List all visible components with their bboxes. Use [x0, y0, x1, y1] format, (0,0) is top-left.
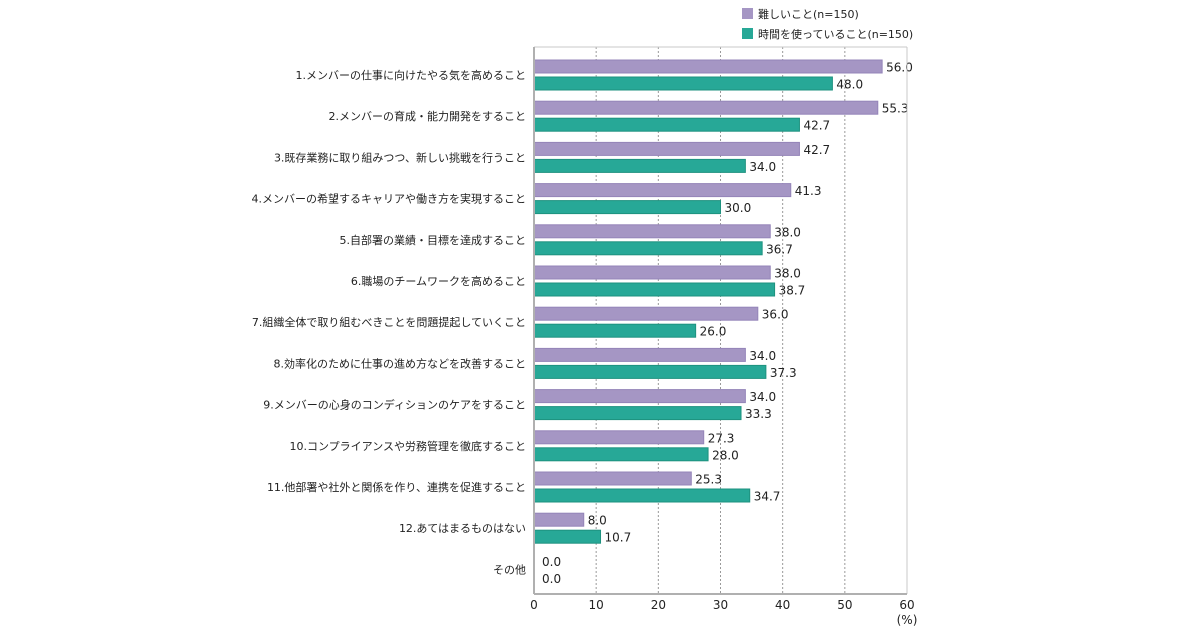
bar-difficult	[533, 389, 746, 404]
value-label: 34.7	[754, 490, 781, 504]
value-label: 34.0	[749, 390, 776, 404]
category-label: 8.効率化のために仕事の進め方などを改善すること	[274, 356, 527, 370]
plot-frame	[533, 46, 908, 595]
bar-difficult	[533, 306, 759, 321]
x-tick-label: 0	[530, 598, 538, 612]
value-label: 38.0	[774, 225, 801, 239]
bar-difficult	[533, 141, 800, 156]
value-label: 30.0	[725, 201, 752, 215]
unit-label: (%)	[897, 613, 918, 627]
x-axis-ticks: 0 10 20 30 40 50 60(%)	[530, 598, 917, 627]
bar-time-spent	[533, 200, 721, 215]
value-label: 48.0	[836, 78, 863, 92]
bar-difficult	[533, 59, 883, 74]
x-tick-label: 20	[651, 598, 666, 612]
bar-difficult	[533, 430, 705, 445]
value-label: 34.0	[749, 160, 776, 174]
bar-difficult	[533, 471, 692, 486]
category-labels: 1.メンバーの仕事に向けたやる気を高めること 2.メンバーの育成・能力開発をするこ…	[252, 68, 527, 576]
value-label: 26.0	[700, 325, 727, 339]
value-label: 55.3	[882, 102, 909, 116]
value-label: 33.3	[745, 407, 772, 421]
bar-time-spent	[533, 406, 742, 421]
category-label: 12.あてはまるものはない	[399, 522, 526, 535]
value-label: 36.0	[762, 308, 789, 322]
value-label: 37.3	[770, 366, 797, 380]
x-tick-label: 50	[837, 598, 852, 612]
legend-swatch	[742, 28, 753, 39]
bars: 56.0 48.0 55.3 42.7 42.7 34.0 41.3 30.0 38.0 36.7…	[533, 59, 913, 586]
bar-time-spent	[533, 447, 709, 462]
value-label: 42.7	[803, 143, 830, 157]
bar-time-spent	[533, 117, 800, 132]
value-label: 28.0	[712, 448, 739, 462]
bar-difficult	[533, 100, 879, 115]
x-tick-label: 10	[589, 598, 604, 612]
bar-difficult	[533, 347, 746, 362]
bar-time-spent	[533, 158, 746, 173]
legend-swatch	[742, 8, 753, 19]
bar-time-spent	[533, 364, 767, 379]
category-label: 6.職場のチームワークを高めること	[351, 274, 526, 288]
value-label: 10.7	[605, 531, 632, 545]
category-label: その他	[493, 563, 526, 576]
value-label: 0.0	[542, 555, 561, 569]
legend: 難しいこと(n=150) 時間を使っていること(n=150)	[742, 8, 913, 41]
value-label: 42.7	[803, 119, 830, 133]
value-label: 41.3	[795, 184, 822, 198]
bar-time-spent	[533, 76, 833, 91]
value-label: 56.0	[886, 61, 913, 75]
value-label: 34.0	[749, 349, 776, 363]
bar-time-spent	[533, 323, 697, 338]
category-label: 10.コンプライアンスや労務管理を徹底すること	[289, 439, 526, 453]
bar-time-spent	[533, 282, 776, 297]
bar-time-spent	[533, 241, 763, 256]
category-label: 3.既存業務に取り組みつつ、新しい挑戦を行うこと	[274, 150, 526, 164]
bar-difficult	[533, 183, 792, 198]
category-label: 9.メンバーの心身のコンディションのケアをすること	[263, 398, 526, 412]
x-tick-label: 30	[713, 598, 728, 612]
category-label: 11.他部署や社外と関係を作り、連携を促進すること	[267, 480, 526, 494]
value-label: 0.0	[542, 572, 561, 586]
category-label: 7.組織全体で取り組むべきことを問題提起していくこと	[252, 315, 526, 329]
value-label: 27.3	[708, 431, 735, 445]
bar-difficult	[533, 512, 585, 527]
value-label: 38.7	[779, 284, 806, 298]
bar-difficult	[533, 224, 771, 239]
value-label: 8.0	[588, 514, 607, 528]
x-tick-label: 60	[899, 598, 914, 612]
category-label: 2.メンバーの育成・能力開発をすること	[329, 109, 527, 123]
category-label: 4.メンバーの希望するキャリアや働き方を実現すること	[252, 192, 527, 206]
bar-time-spent	[533, 529, 602, 544]
category-label: 1.メンバーの仕事に向けたやる気を高めること	[296, 68, 527, 82]
bar-time-spent	[533, 488, 751, 503]
value-label: 36.7	[766, 242, 793, 256]
bar-difficult	[533, 265, 771, 280]
value-label: 25.3	[695, 473, 722, 487]
legend-label: 難しいこと(n=150)	[758, 8, 859, 21]
category-label: 5.自部署の業績・目標を達成すること	[340, 233, 527, 247]
x-tick-label: 40	[775, 598, 790, 612]
value-label: 38.0	[774, 267, 801, 281]
legend-label: 時間を使っていること(n=150)	[758, 28, 913, 41]
